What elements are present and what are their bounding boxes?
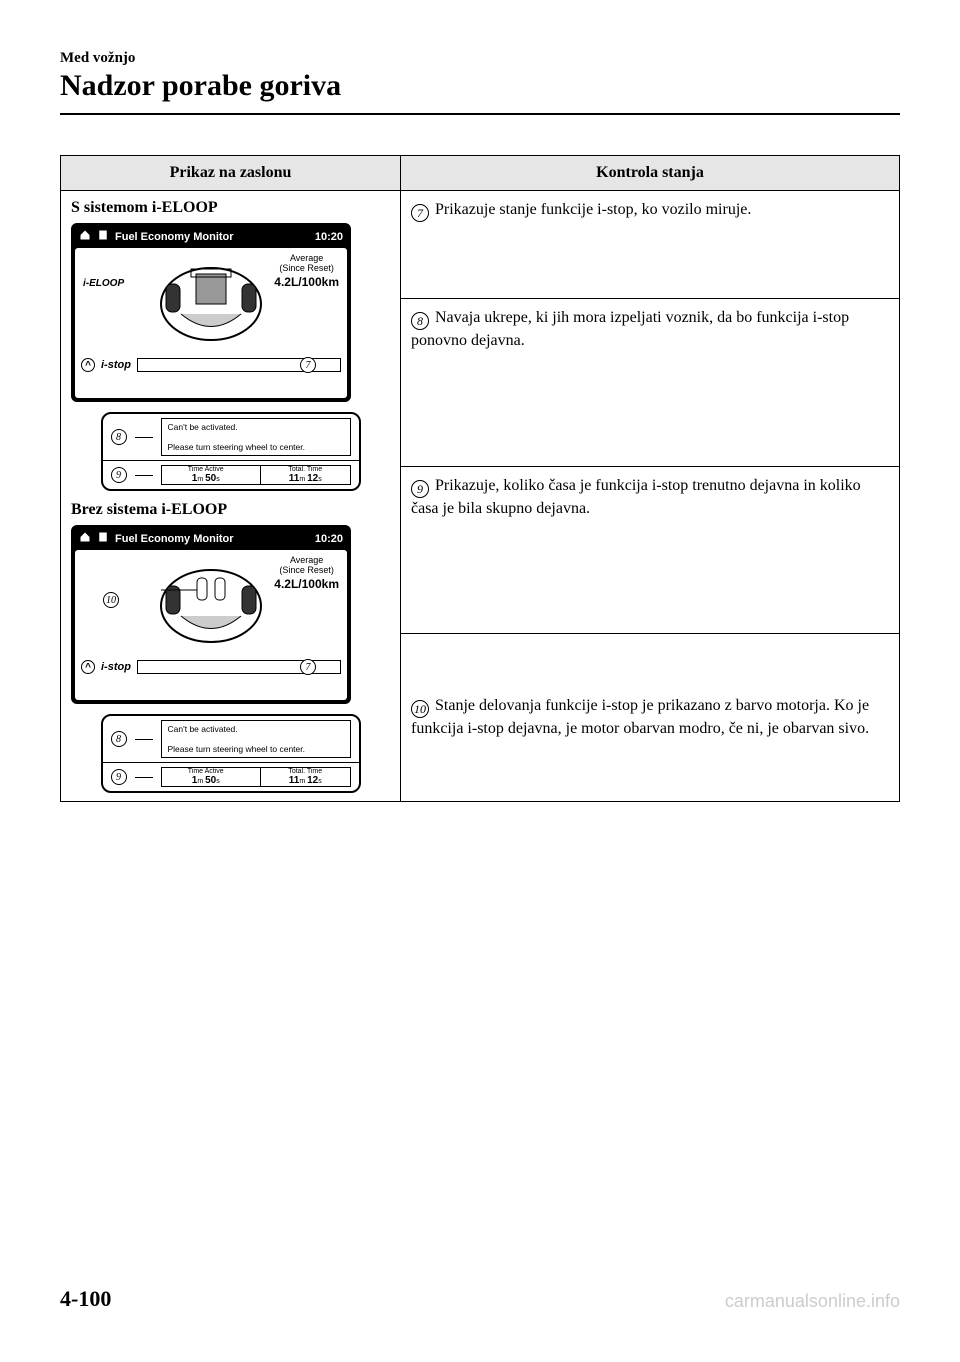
callout-10: 10 [103, 592, 119, 608]
info-panel-2: 8 Can't be activated. Please turn steeri… [101, 714, 361, 793]
car-top-icon [141, 556, 281, 646]
car-top-icon [141, 254, 281, 344]
home-icon [79, 531, 91, 546]
page-title: Nadzor porabe goriva [60, 69, 900, 103]
header-rule [60, 113, 900, 115]
display-cell: S sistemom i-ELOOP Fuel Economy Monitor … [61, 191, 401, 802]
watermark: carmanualsonline.info [725, 1291, 900, 1312]
istop-label: i-stop [101, 359, 131, 371]
circled-7: 7 [411, 204, 429, 222]
istop-bar: 7 [137, 358, 341, 372]
callout-8: 8 [111, 429, 127, 445]
home-icon [79, 229, 91, 244]
panel-msg-l1: Can't be activated. [168, 422, 238, 432]
doc-icon [97, 531, 109, 546]
callout-8: 8 [111, 731, 127, 747]
screen-clock: 10:20 [315, 533, 343, 545]
screen-title: Fuel Economy Monitor [115, 231, 234, 243]
subheading-with-eloop: S sistemom i-ELOOP [71, 199, 390, 217]
chevron-up-icon: ^ [81, 358, 95, 372]
callout-9: 9 [111, 467, 127, 483]
average-block: Average (Since Reset) 4.2L/100km [274, 556, 339, 591]
column-header-status: Kontrola stanja [401, 156, 900, 191]
desc-row-7: 7 Prikazuje stanje funkcije i-stop, ko v… [401, 191, 900, 299]
istop-label: i-stop [101, 661, 131, 673]
circled-10: 10 [411, 700, 429, 718]
istop-bar: 7 [137, 660, 341, 674]
callout-7: 7 [300, 659, 316, 675]
average-block: Average (Since Reset) 4.2L/100km [274, 254, 339, 289]
breadcrumb: Med vožnjo [60, 50, 900, 67]
doc-icon [97, 229, 109, 244]
eloop-label: i-ELOOP [83, 278, 124, 289]
page-number: 4-100 [60, 1286, 111, 1312]
subheading-without-eloop: Brez sistema i-ELOOP [71, 501, 390, 519]
chevron-up-icon: ^ [81, 660, 95, 674]
desc-row-8: 8 Navaja ukrepe, ki jih mora izpeljati v… [401, 298, 900, 466]
istop-row: ^ i-stop 7 [81, 660, 341, 674]
panel-msg-l2: Please turn steering wheel to center. [168, 442, 306, 452]
screen-clock: 10:20 [315, 231, 343, 243]
screen-without-eloop: Fuel Economy Monitor 10:20 Average (Sinc… [71, 525, 351, 704]
circled-9: 9 [411, 480, 429, 498]
info-panel-1: 8 Can't be activated. Please turn steeri… [101, 412, 361, 491]
circled-8: 8 [411, 312, 429, 330]
screen-with-eloop: Fuel Economy Monitor 10:20 Average (Sinc… [71, 223, 351, 402]
desc-row-9: 9 Prikazuje, koliko časa je funkcija i-s… [401, 466, 900, 634]
column-header-display: Prikaz na zaslonu [61, 156, 401, 191]
istop-row: ^ i-stop 7 [81, 358, 341, 372]
content-table: Prikaz na zaslonu Kontrola stanja S sist… [60, 155, 900, 802]
page-header: Med vožnjo Nadzor porabe goriva [60, 50, 900, 103]
desc-row-10: 10 Stanje delovanja funkcije i-stop je p… [401, 634, 900, 802]
callout-9: 9 [111, 769, 127, 785]
callout-7: 7 [300, 357, 316, 373]
screen-title: Fuel Economy Monitor [115, 533, 234, 545]
